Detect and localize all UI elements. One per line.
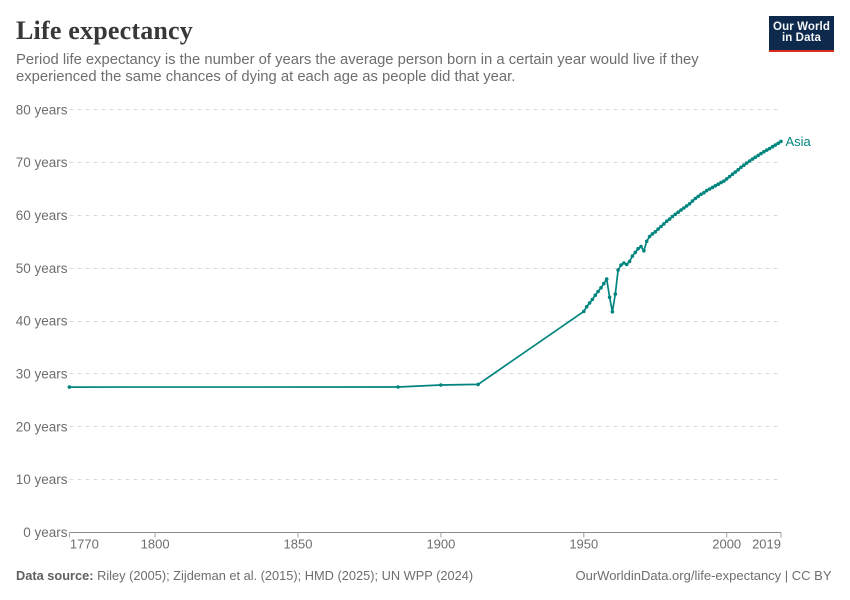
- svg-text:70 years: 70 years: [16, 155, 68, 170]
- svg-text:60 years: 60 years: [16, 208, 68, 223]
- svg-text:30 years: 30 years: [16, 367, 68, 382]
- svg-text:1800: 1800: [141, 537, 170, 552]
- svg-text:20 years: 20 years: [16, 419, 68, 434]
- svg-text:2019: 2019: [752, 537, 781, 552]
- svg-text:1850: 1850: [284, 537, 313, 552]
- svg-text:80 years: 80 years: [16, 102, 68, 117]
- svg-text:1950: 1950: [569, 537, 598, 552]
- svg-text:0 years: 0 years: [23, 525, 68, 540]
- svg-text:Asia: Asia: [786, 134, 812, 149]
- svg-text:2000: 2000: [712, 537, 741, 552]
- svg-text:40 years: 40 years: [16, 314, 68, 329]
- svg-text:1900: 1900: [426, 537, 455, 552]
- svg-text:50 years: 50 years: [16, 261, 68, 276]
- svg-text:1770: 1770: [70, 537, 99, 552]
- svg-text:10 years: 10 years: [16, 472, 68, 487]
